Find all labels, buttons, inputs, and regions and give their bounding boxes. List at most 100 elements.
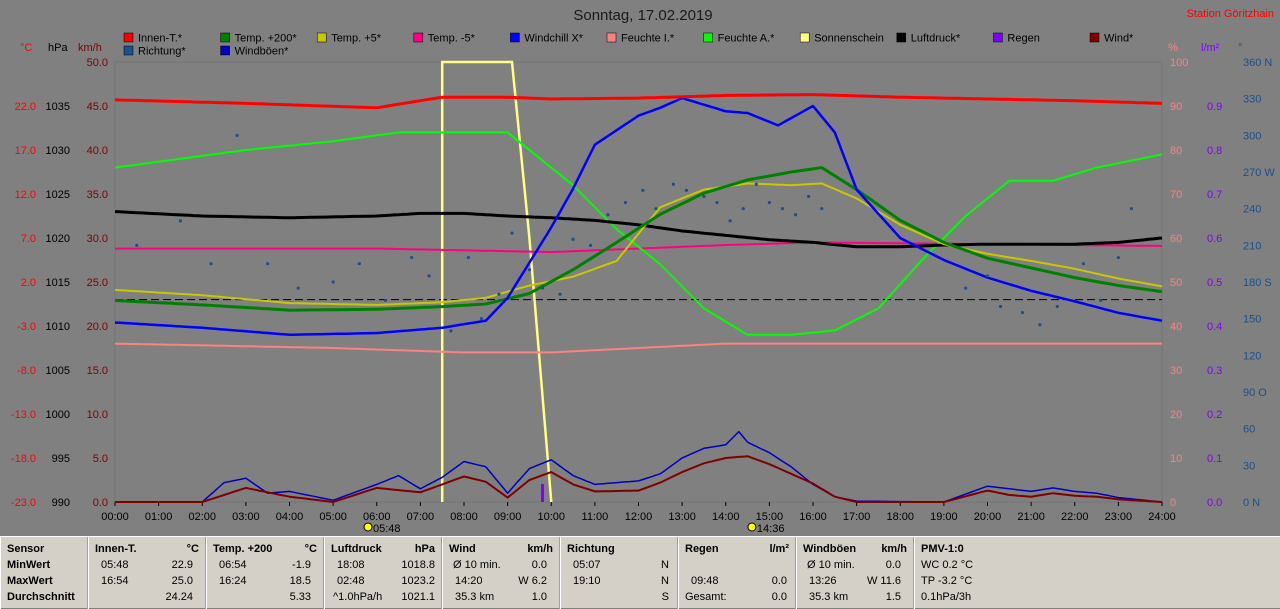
series-temp-5 [114,182,1163,306]
percent-tick-label: 60 [1170,233,1182,245]
stats-regen-max: 0.0 [771,575,787,587]
wind-direction-point [1020,310,1024,315]
wind-direction-point [235,133,239,137]
kmh-tick-label: 50.0 [87,57,108,69]
stats-innen: Innen-T. °C 05:48 22.9 16:54 25.0 24.24 [88,537,206,609]
lm2-tick-label: 0.4 [1207,321,1222,333]
wind-direction-point [209,262,213,266]
legend-swatch [413,32,424,43]
stats-luft-header: Luftdruck [331,543,382,555]
wind-direction-point [571,237,575,241]
chart-title: Sonntag, 17.02.2019 [573,7,712,24]
series-innen-t [114,93,1163,110]
wind-direction-point [793,213,798,217]
hpa-tick-label: 1000 [46,409,70,421]
series-feuchte-a [114,131,1163,336]
stats-innen-max: 25.0 [171,575,193,587]
legend-swatch [316,32,327,43]
legend-label: Luftdruck* [911,33,961,45]
degree-tick-label: 0 N [1243,497,1260,509]
series-temp-200 [114,166,1163,312]
chart-legend: Innen-T.* Temp. +200* Temp. +5* Temp. -5* Wi… [123,32,1134,58]
legend-label: Windböen* [235,46,290,58]
wind-direction-point [1129,207,1134,211]
time-tick-label: 16:00 [799,511,827,523]
time-tick-label: 01:00 [145,511,173,523]
stats-sensor: Sensor MinWert MaxWert Durchschnitt [0,537,88,609]
degree-tick-label: 270 W [1243,167,1275,179]
legend-label: Temp. -5* [428,33,476,45]
kmh-tick-label: 0.0 [93,497,108,509]
percent-tick-label: 40 [1170,321,1182,333]
stats-luft-min: 1018.8 [401,559,435,571]
stats-wind: Wind km/h Ø 10 min. 0.0 14:20 W 6.2 35.3 km… [442,537,560,609]
wind-direction-point [754,182,758,186]
legend-swatch [123,45,134,56]
weather-chart: Sonntag, 17.02.2019 Station Göritzhain I… [10,7,1276,535]
hpa-tick-label: 1020 [46,233,70,245]
degree-tick-label: 240 [1243,204,1261,216]
time-tick-label: 13:00 [668,511,696,523]
legend-label: Innen-T.* [138,33,183,45]
wind-direction-point [702,194,706,199]
stats-temp: Temp. +200 °C 06:54 -1.9 16:24 18.5 5.33 [206,537,324,609]
series-luftdruck [114,210,1163,249]
degree-tick-label: 90 O [1243,387,1267,399]
wind-direction-point [715,200,719,205]
time-tick-label: 07:00 [407,511,435,523]
stats-richt-avg: S [661,591,669,603]
time-tick-label: 19:00 [930,511,958,523]
wind-direction-point [497,292,501,296]
wind-direction-point [606,213,610,217]
stats-pmv-pressure-trend: 0.1hPa/3h [921,591,972,603]
legend-label: Sonnenschein [814,33,884,45]
stats-temp-header: Temp. +200 [213,543,273,555]
kmh-tick-label: 15.0 [87,365,108,377]
hpa-tick-label: 995 [52,453,70,465]
stats-luft-avg: 1021.1 [401,591,435,603]
stats-innen-min: 22.9 [171,559,193,571]
lm2-tick-label: 0.3 [1207,365,1222,377]
wind-direction-point [449,329,453,333]
stats-wind-avg10: 0.0 [531,559,547,571]
stats-richt-max: N [661,575,669,587]
wind-direction-point [741,207,745,211]
unit-lm2: l/m² [1201,42,1220,54]
lm2-tick-label: 0.5 [1207,277,1222,289]
stats-row-max: MaxWert [7,575,53,587]
unit-degree: ° [1238,42,1242,54]
legend-label: Windchill X* [524,33,583,45]
degree-tick-label: 300 [1243,130,1261,142]
lm2-tick-label: 0.6 [1207,233,1222,245]
stats-wind-max: W 6.2 [518,575,547,587]
wind-direction-point [540,286,545,290]
legend-label: Wind* [1104,33,1134,45]
stats-temp-avg: 5.33 [289,591,311,603]
hpa-tick-label: 1005 [46,365,70,377]
stats-temp-min-time: 06:54 [219,559,247,571]
time-tick-label: 04:00 [276,511,304,523]
wind-direction-point [807,194,811,199]
legend-swatch [220,32,230,43]
wind-direction-point [964,286,968,290]
time-tick-label: 17:00 [843,511,871,523]
wind-direction-point [623,200,628,205]
hpa-tick-label: 1035 [46,101,70,113]
legend-swatch [606,32,617,43]
kmh-tick-label: 30.0 [87,233,108,245]
time-tick-label: 24:00 [1148,511,1176,523]
hpa-tick-label: 1025 [46,189,70,201]
celsius-tick-label: -8.0 [17,365,36,377]
time-tick-label: 11:00 [582,511,609,523]
percent-tick-label: 0 [1170,497,1176,509]
stats-richt-min: N [661,559,669,571]
wind-direction-point [479,317,484,321]
kmh-tick-label: 45.0 [87,101,108,113]
stats-luftdruck: Luftdruck hPa 18:08 1018.8 02:48 1023.2 ^1.… [324,537,442,609]
wind-direction-point [1055,304,1059,309]
wind-direction-point [296,286,300,290]
stats-richtung: Richtung 05:07 N 19:10 N S [560,537,678,609]
stats-row-min: MinWert [7,559,51,571]
wind-direction-point [684,188,689,192]
time-tick-label: 09:00 [494,511,522,523]
